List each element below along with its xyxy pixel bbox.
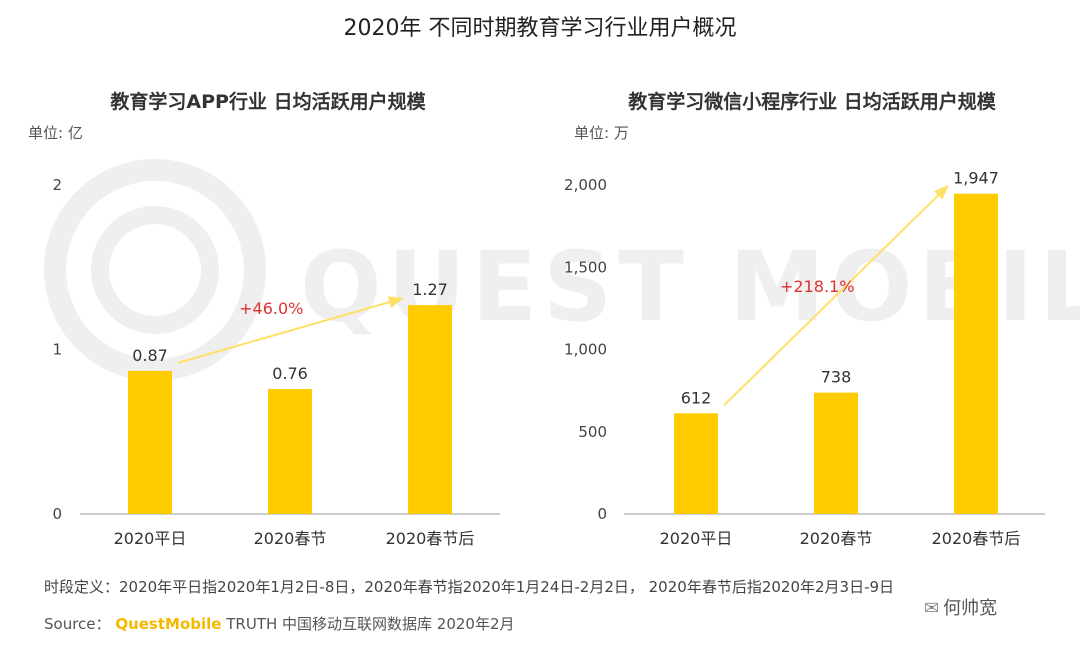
- y-tick-label: 500: [578, 423, 607, 441]
- bar: [128, 370, 172, 514]
- y-tick-label: 1,000: [564, 341, 607, 359]
- data-label: 0.87: [132, 346, 168, 365]
- page-title: 2020年 不同时期教育学习行业用户概况: [343, 16, 737, 41]
- x-tick-label: 2020春节后: [932, 529, 1021, 548]
- growth-label: +46.0%: [239, 299, 303, 318]
- growth-label: +218.1%: [780, 277, 854, 296]
- data-label: 1.27: [412, 280, 448, 299]
- y-tick-label: 0: [597, 505, 607, 523]
- data-label: 612: [681, 388, 712, 407]
- period-definition: 时段定义：2020年平日指2020年1月2日-8日，2020年春节指2020年1…: [44, 578, 895, 596]
- growth-arrow: [177, 298, 401, 364]
- data-label: 738: [821, 368, 852, 387]
- wechat-icon: ✉: [924, 598, 940, 619]
- y-tick-label: 2,000: [564, 176, 607, 194]
- account-watermark: ✉ 何帅宽: [920, 592, 1002, 622]
- unit-label: 单位: 万: [574, 124, 629, 142]
- x-tick-label: 2020平日: [660, 529, 733, 548]
- chart-title: 教育学习微信小程序行业 日均活跃用户规模: [628, 90, 997, 113]
- source-rest: TRUTH 中国移动互联网数据库 2020年2月: [226, 615, 515, 633]
- growth-arrow-head: [933, 184, 949, 200]
- source-prefix: Source：: [44, 615, 111, 633]
- x-tick-label: 2020春节后: [386, 529, 475, 548]
- y-tick-label: 1: [52, 341, 62, 359]
- bar: [674, 413, 718, 514]
- chart-title: 教育学习APP行业 日均活跃用户规模: [110, 90, 426, 113]
- bar: [954, 193, 998, 514]
- x-tick-label: 2020春节: [254, 529, 327, 548]
- x-tick-label: 2020春节: [800, 529, 873, 548]
- y-tick-label: 1,500: [564, 258, 607, 276]
- account-name: 何帅宽: [943, 598, 998, 619]
- data-label: 0.76: [272, 364, 308, 383]
- y-tick-label: 2: [52, 176, 62, 194]
- growth-arrow: [723, 187, 947, 407]
- source-brand: QuestMobile: [115, 615, 222, 633]
- growth-arrow-head: [387, 296, 404, 308]
- bar: [408, 305, 452, 514]
- bar: [814, 392, 858, 514]
- unit-label: 单位: 亿: [28, 124, 83, 142]
- bar: [268, 388, 312, 514]
- x-tick-label: 2020平日: [114, 529, 187, 548]
- data-label: 1,947: [953, 169, 999, 188]
- source-line: Source： QuestMobile TRUTH 中国移动互联网数据库 202…: [44, 613, 515, 634]
- y-tick-label: 0: [52, 505, 62, 523]
